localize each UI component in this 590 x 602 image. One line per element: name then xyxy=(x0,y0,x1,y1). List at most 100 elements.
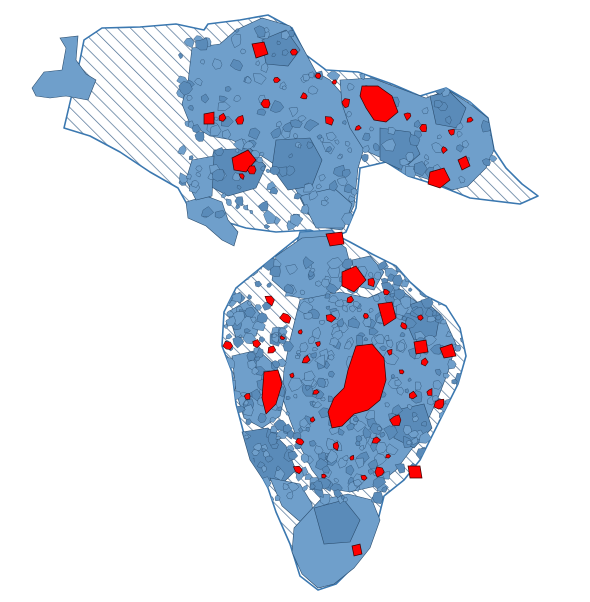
lot xyxy=(303,312,314,320)
lot xyxy=(274,495,281,502)
lot xyxy=(431,395,439,402)
lot xyxy=(336,177,348,187)
hotspot xyxy=(332,441,340,451)
lot xyxy=(211,58,223,70)
lot xyxy=(396,27,410,40)
lot xyxy=(187,120,195,129)
lot xyxy=(324,196,329,202)
lot xyxy=(361,153,369,163)
lot xyxy=(353,416,359,422)
lot xyxy=(408,482,417,493)
lot xyxy=(418,40,425,47)
lot xyxy=(346,111,352,118)
hotspot xyxy=(295,437,305,446)
lot xyxy=(293,192,303,200)
lot xyxy=(232,453,242,462)
lot xyxy=(408,287,413,292)
lot xyxy=(318,174,326,182)
lot xyxy=(245,418,252,426)
hotspot xyxy=(238,173,245,180)
lot xyxy=(369,126,375,132)
lot xyxy=(385,490,395,499)
lot xyxy=(319,319,326,325)
lot xyxy=(316,134,323,140)
hotspot xyxy=(251,41,269,59)
lot xyxy=(285,264,298,275)
lot xyxy=(383,425,398,441)
lot xyxy=(378,55,386,63)
lot xyxy=(282,85,287,91)
lot xyxy=(384,402,390,408)
lot xyxy=(487,40,495,47)
lot xyxy=(399,296,412,309)
lot xyxy=(328,354,335,361)
lot xyxy=(478,83,484,89)
lot xyxy=(396,386,405,396)
hotspot xyxy=(321,473,327,479)
lot xyxy=(248,127,261,140)
lot xyxy=(335,299,344,308)
lot xyxy=(253,25,266,38)
hotspot xyxy=(389,414,402,426)
lot xyxy=(435,440,441,445)
hotspot xyxy=(300,92,308,100)
lot xyxy=(464,211,471,217)
lot xyxy=(362,132,371,141)
lot xyxy=(440,453,452,463)
lot xyxy=(240,48,247,55)
hotspot xyxy=(346,295,354,304)
lot xyxy=(415,58,421,64)
lot xyxy=(290,213,304,227)
lot xyxy=(381,282,395,295)
lot xyxy=(455,122,464,131)
lot xyxy=(434,368,442,377)
lot xyxy=(404,273,413,282)
hotspot xyxy=(247,165,257,175)
lot xyxy=(355,435,363,443)
lot xyxy=(367,459,378,470)
lot xyxy=(194,130,205,142)
lot xyxy=(327,395,334,403)
lot xyxy=(276,40,281,45)
lot xyxy=(244,306,256,318)
lot xyxy=(231,445,243,455)
lot xyxy=(379,431,386,438)
parcel xyxy=(185,195,239,247)
lot xyxy=(443,258,456,272)
lot xyxy=(414,68,419,74)
hotspot xyxy=(426,388,433,396)
lot xyxy=(474,73,484,84)
hotspot xyxy=(383,288,391,296)
lot xyxy=(372,491,384,505)
lot xyxy=(254,347,264,359)
lot xyxy=(424,335,437,347)
lot xyxy=(191,179,200,188)
lot xyxy=(269,416,277,423)
lot xyxy=(365,168,375,176)
lot xyxy=(296,349,302,355)
lot xyxy=(376,426,382,431)
lot xyxy=(456,306,463,313)
lot xyxy=(326,257,344,270)
lot xyxy=(394,463,405,474)
lot xyxy=(457,266,465,273)
lot xyxy=(337,317,345,328)
lot xyxy=(421,107,429,115)
lot xyxy=(435,277,443,285)
lot xyxy=(379,345,387,352)
lot xyxy=(307,85,319,95)
lot xyxy=(371,205,377,212)
lot xyxy=(252,442,262,451)
lot xyxy=(214,147,224,156)
lot xyxy=(448,449,458,458)
lot xyxy=(449,429,455,436)
lot xyxy=(393,289,406,301)
lot xyxy=(249,210,254,215)
lot xyxy=(306,141,314,149)
lot xyxy=(474,75,486,88)
lot xyxy=(432,380,443,390)
lot xyxy=(489,90,504,102)
lot xyxy=(391,215,397,222)
lot xyxy=(232,336,245,349)
lot xyxy=(459,393,466,406)
